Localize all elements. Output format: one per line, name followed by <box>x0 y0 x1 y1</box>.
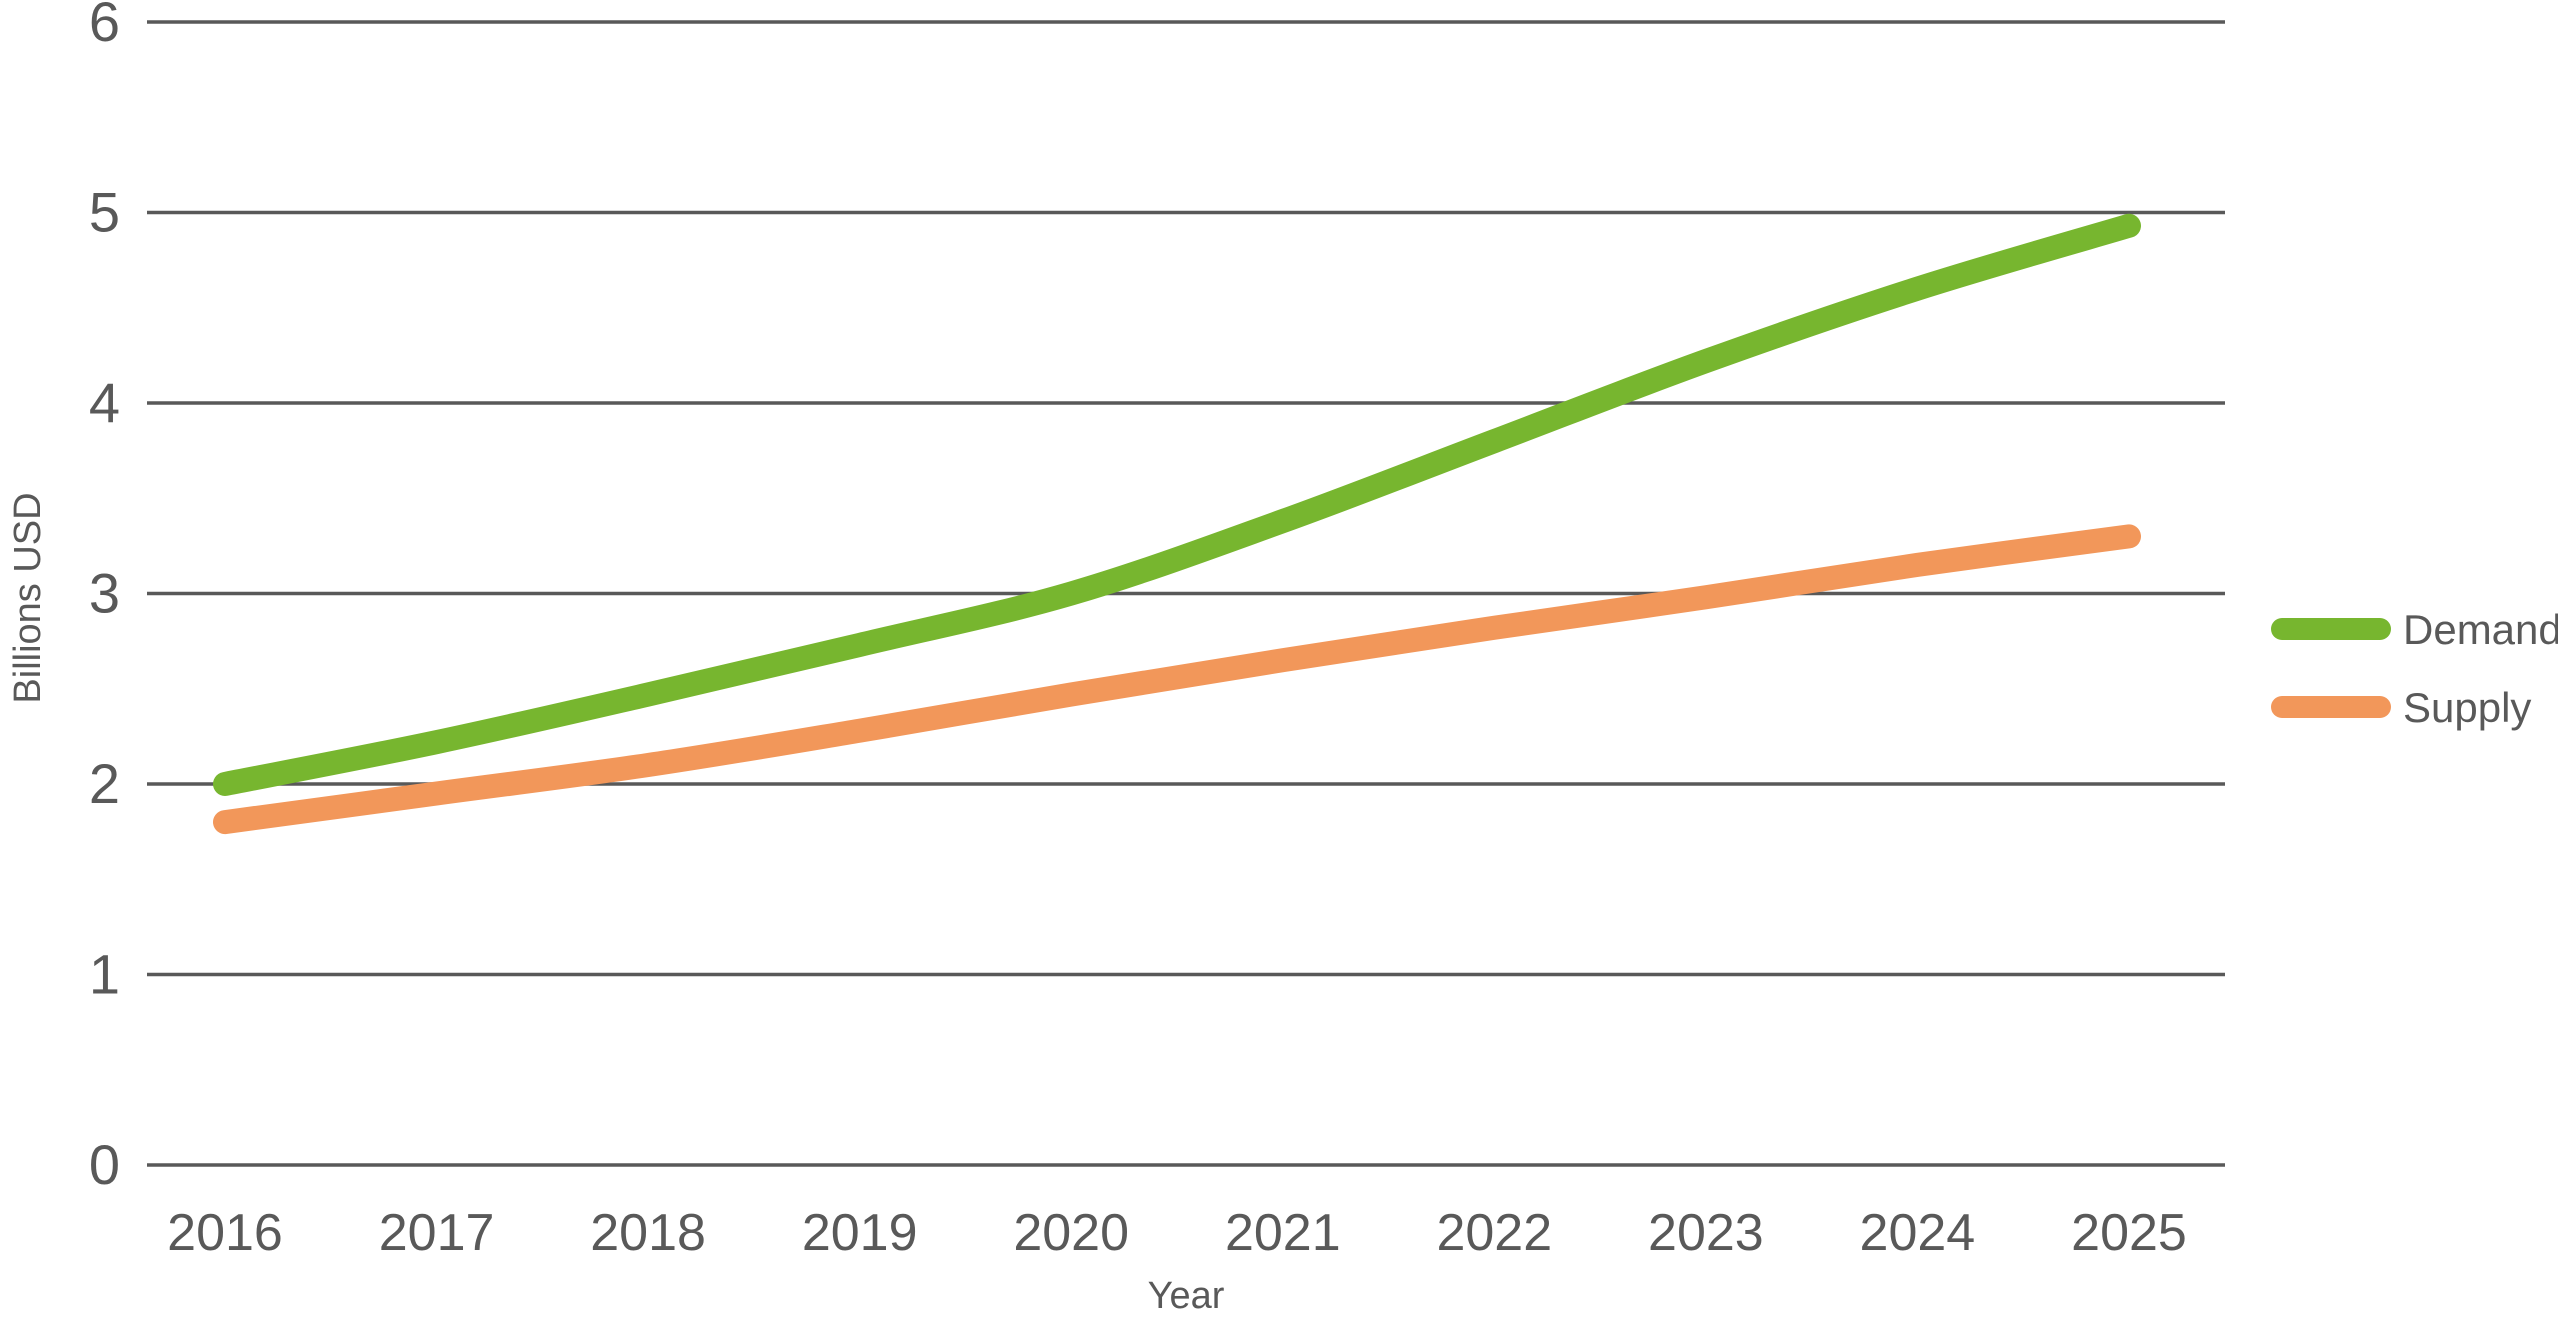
svg-text:2021: 2021 <box>1225 1204 1341 1262</box>
svg-text:Billions USD: Billions USD <box>7 492 49 703</box>
svg-text:2022: 2022 <box>1436 1204 1552 1262</box>
svg-text:2025: 2025 <box>2071 1204 2187 1262</box>
svg-text:4: 4 <box>89 371 120 434</box>
svg-text:0: 0 <box>89 1133 120 1196</box>
svg-text:2018: 2018 <box>590 1204 706 1262</box>
svg-text:2024: 2024 <box>1860 1204 1976 1262</box>
svg-text:5: 5 <box>89 181 120 244</box>
svg-text:2: 2 <box>89 752 120 815</box>
svg-text:Demand: Demand <box>2403 606 2558 653</box>
svg-text:1: 1 <box>89 943 120 1006</box>
svg-text:3: 3 <box>89 562 120 625</box>
svg-text:2016: 2016 <box>167 1204 283 1262</box>
svg-text:2019: 2019 <box>802 1204 918 1262</box>
svg-text:6: 6 <box>89 0 120 53</box>
svg-text:2020: 2020 <box>1013 1204 1129 1262</box>
svg-text:Year: Year <box>1148 1275 1225 1315</box>
svg-text:2023: 2023 <box>1648 1204 1764 1262</box>
svg-text:Supply: Supply <box>2403 684 2531 731</box>
svg-text:2017: 2017 <box>379 1204 495 1262</box>
